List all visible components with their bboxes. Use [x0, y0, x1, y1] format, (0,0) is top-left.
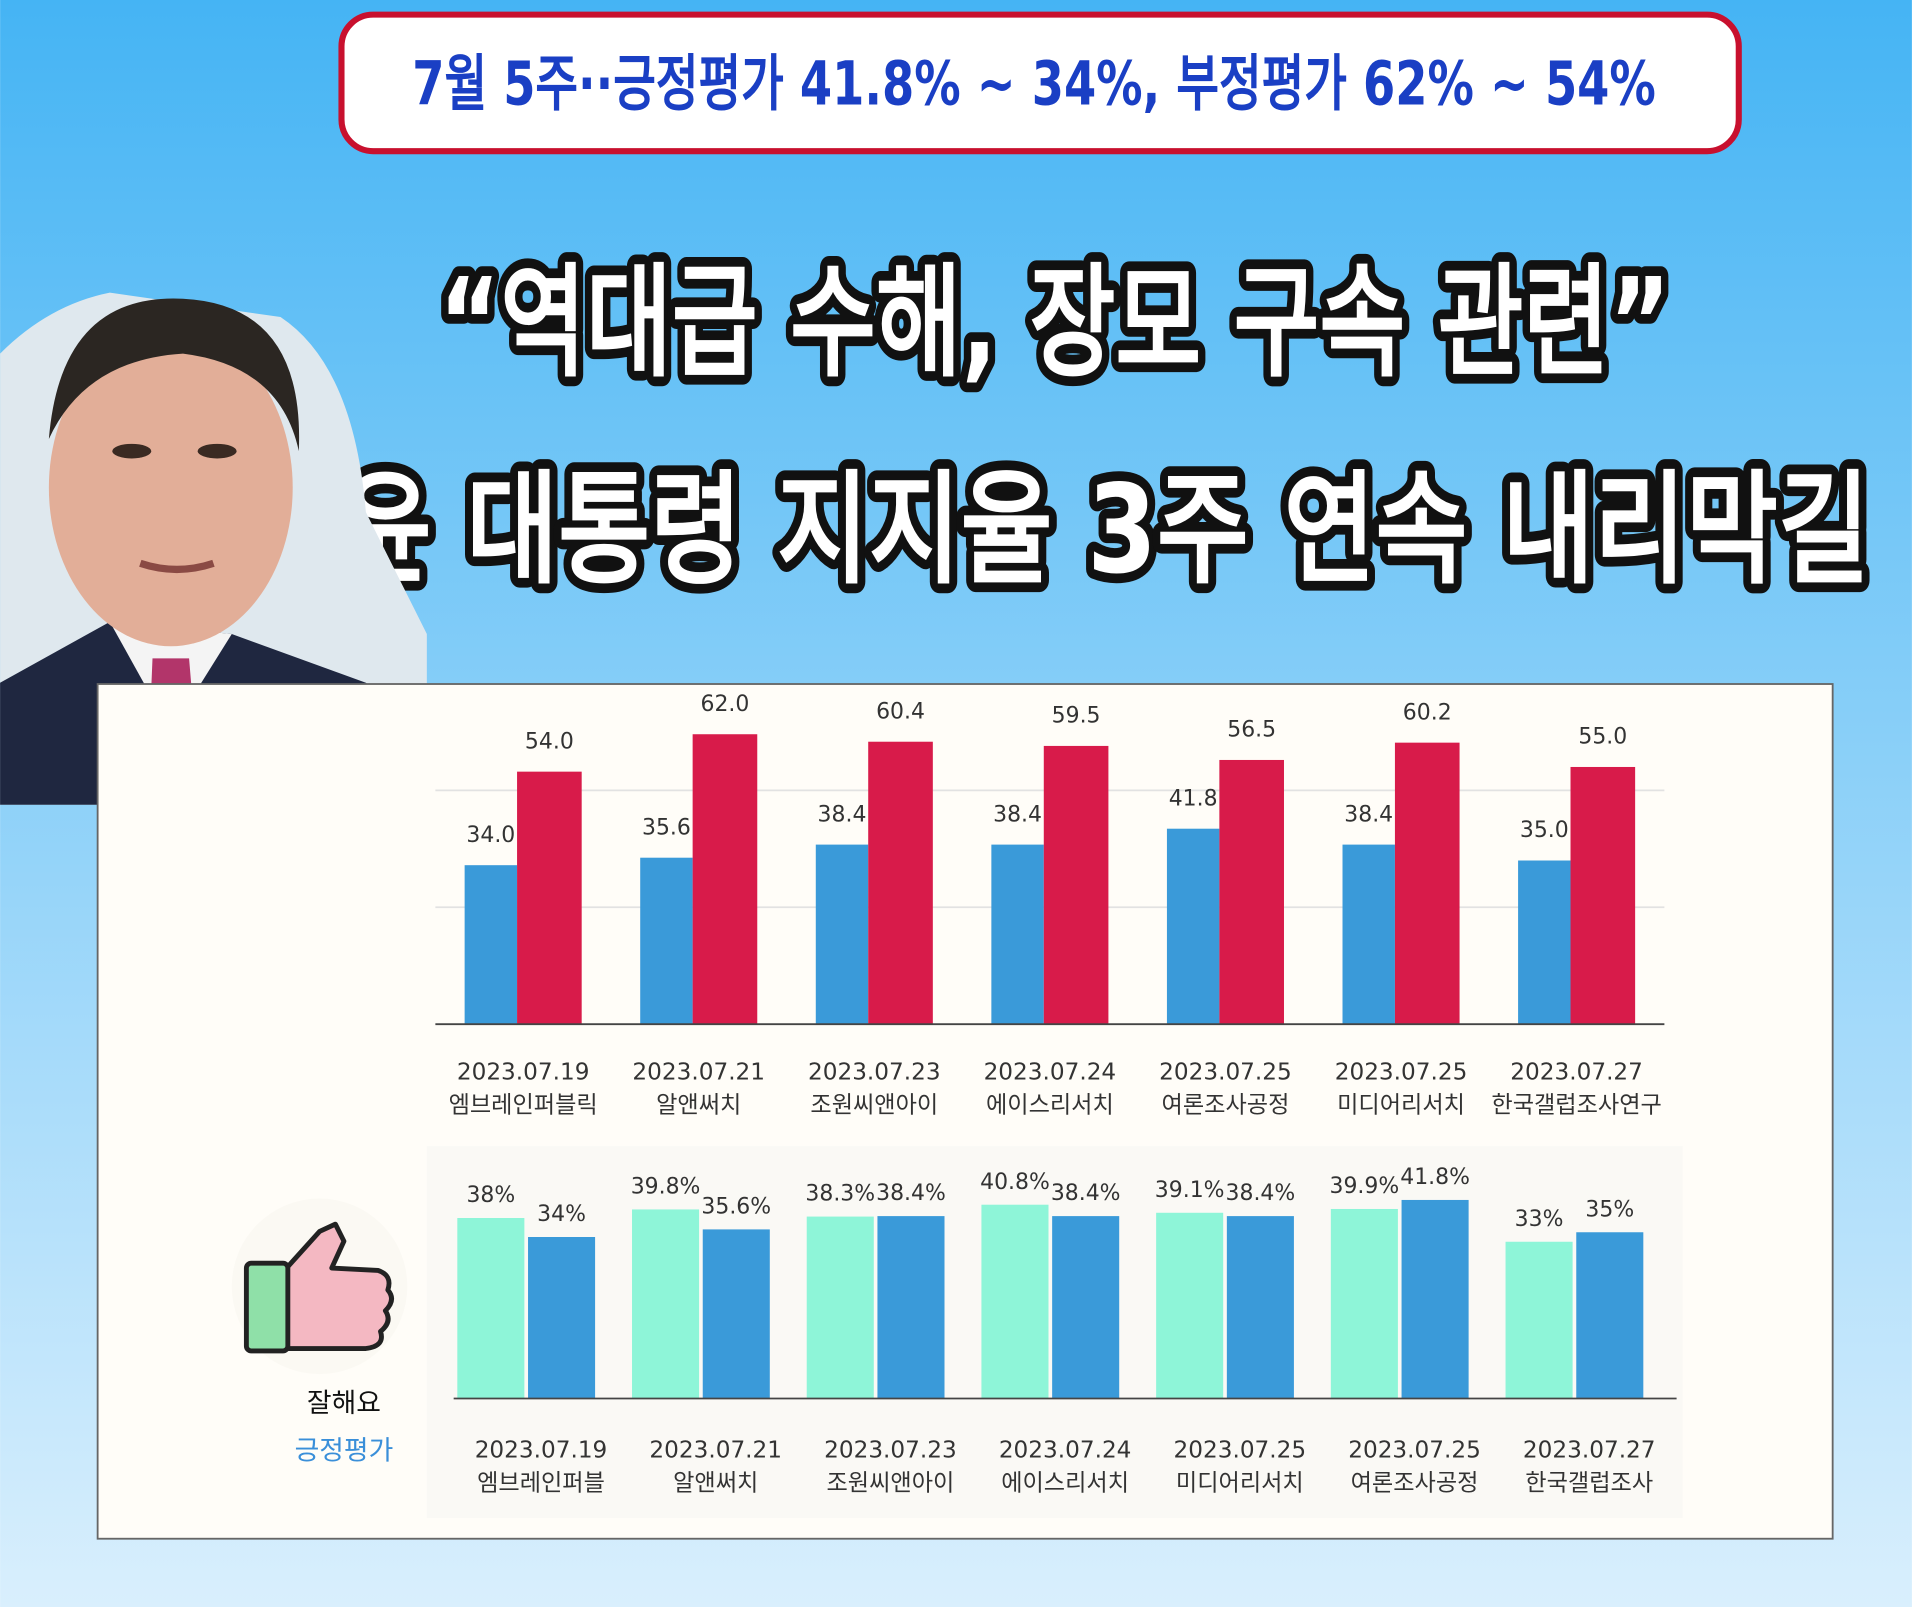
- headline: “역대급 수해, 장모 구속 관련”: [439, 252, 1670, 394]
- value-label: 38%: [466, 1183, 515, 1208]
- x-tick-label: 미디어리서치: [1176, 1470, 1304, 1496]
- value-label: 35.6%: [701, 1194, 771, 1219]
- side-label: 잘해요: [307, 1388, 381, 1419]
- value-label: 35%: [1585, 1197, 1634, 1222]
- headline: 윤 대통령 지지율 3주 연속 내리막길: [340, 459, 1870, 601]
- bar: [692, 734, 758, 1025]
- x-tick-label: 엠브레인퍼블: [477, 1470, 605, 1496]
- value-label: 60.2: [1403, 700, 1452, 725]
- value-label: 59.5: [1052, 704, 1101, 729]
- bar: [464, 865, 518, 1025]
- x-tick-label: 한국갤럽조사연구: [1491, 1092, 1661, 1118]
- value-label: 41.8: [1169, 786, 1218, 811]
- x-tick-label: 한국갤럽조사: [1525, 1470, 1653, 1496]
- value-label: 60.4: [876, 699, 925, 724]
- value-label: 56.5: [1227, 718, 1276, 743]
- x-tick-label: 2023.07.25: [1348, 1437, 1481, 1463]
- x-tick-label: 2023.07.21: [632, 1059, 765, 1085]
- bar: [1156, 1212, 1224, 1399]
- bar: [1043, 745, 1109, 1025]
- bar: [868, 741, 933, 1025]
- value-label: 38.4%: [876, 1181, 946, 1206]
- bar: [1401, 1199, 1469, 1399]
- bar: [1394, 742, 1460, 1025]
- bar: [1226, 1216, 1294, 1399]
- bar: [991, 844, 1044, 1025]
- value-label: 38.4%: [1051, 1181, 1121, 1206]
- x-tick-label: 2023.07.23: [808, 1059, 941, 1085]
- value-label: 39.9%: [1330, 1174, 1400, 1199]
- x-tick-label: 2023.07.27: [1510, 1059, 1643, 1085]
- bar: [1219, 759, 1284, 1025]
- bar: [457, 1218, 525, 1399]
- x-tick-label: 여론조사공정: [1351, 1470, 1479, 1496]
- bar: [1166, 828, 1220, 1025]
- x-tick-label: 2023.07.27: [1523, 1437, 1656, 1463]
- bar: [1505, 1241, 1573, 1399]
- bar: [640, 857, 693, 1025]
- x-tick-label: 2023.07.24: [999, 1437, 1132, 1463]
- bar: [702, 1229, 770, 1399]
- bar: [815, 844, 869, 1025]
- x-tick-label: 2023.07.19: [457, 1059, 590, 1085]
- value-label: 34.0: [466, 823, 515, 848]
- bar: [1052, 1216, 1120, 1399]
- x-tick-label: 2023.07.25: [1335, 1059, 1468, 1085]
- value-label: 34%: [537, 1202, 586, 1227]
- x-tick-label: 에이스리서치: [1001, 1470, 1129, 1496]
- value-label: 35.0: [1520, 818, 1569, 843]
- x-tick-label: 2023.07.25: [1174, 1437, 1307, 1463]
- bar: [806, 1216, 874, 1399]
- bar: [1342, 844, 1395, 1025]
- value-label: 39.8%: [631, 1175, 701, 1200]
- value-label: 38.4: [1344, 802, 1393, 827]
- bar: [528, 1237, 596, 1399]
- thumb-icon: [231, 1198, 408, 1375]
- value-label: 62.0: [701, 692, 750, 717]
- x-tick-label: 엠브레인퍼블릭: [449, 1092, 598, 1118]
- side-label: 긍정평가: [295, 1436, 394, 1467]
- bar: [1570, 766, 1636, 1025]
- value-label: 38.4: [993, 802, 1042, 827]
- value-label: 41.8%: [1400, 1165, 1470, 1190]
- x-tick-label: 알앤써치: [656, 1092, 741, 1118]
- x-tick-label: 2023.07.24: [984, 1059, 1117, 1085]
- value-label: 38.3%: [805, 1182, 875, 1207]
- value-label: 40.8%: [980, 1170, 1050, 1195]
- x-tick-label: 2023.07.25: [1159, 1059, 1292, 1085]
- bar: [981, 1204, 1049, 1399]
- banner-box: [338, 11, 1742, 155]
- value-label: 54.0: [525, 729, 574, 754]
- x-tick-label: 미디어리서치: [1337, 1092, 1465, 1118]
- bar: [517, 771, 582, 1025]
- bar: [877, 1216, 945, 1399]
- x-tick-label: 에이스리서치: [986, 1092, 1114, 1118]
- x-tick-label: 2023.07.19: [475, 1437, 608, 1463]
- x-tick-label: 조원씨앤아이: [810, 1092, 938, 1118]
- value-label: 38.4: [818, 802, 867, 827]
- value-label: 38.4%: [1226, 1181, 1296, 1206]
- value-label: 39.1%: [1155, 1178, 1225, 1203]
- x-tick-label: 여론조사공정: [1162, 1092, 1290, 1118]
- value-label: 33%: [1515, 1207, 1564, 1232]
- bar: [1518, 860, 1571, 1025]
- x-tick-label: 알앤써치: [673, 1470, 758, 1496]
- bar: [1330, 1208, 1398, 1399]
- x-tick-label: 2023.07.21: [649, 1437, 782, 1463]
- banner: 7월 5주··긍정평가 41.8% ~ 34%, 부정평가 62% ~ 54%: [412, 48, 1656, 119]
- value-label: 55.0: [1578, 725, 1627, 750]
- bar: [632, 1209, 700, 1399]
- x-tick-label: 2023.07.23: [824, 1437, 957, 1463]
- bar: [1576, 1232, 1644, 1399]
- value-label: 35.6: [642, 815, 691, 840]
- x-tick-label: 조원씨앤아이: [827, 1470, 955, 1496]
